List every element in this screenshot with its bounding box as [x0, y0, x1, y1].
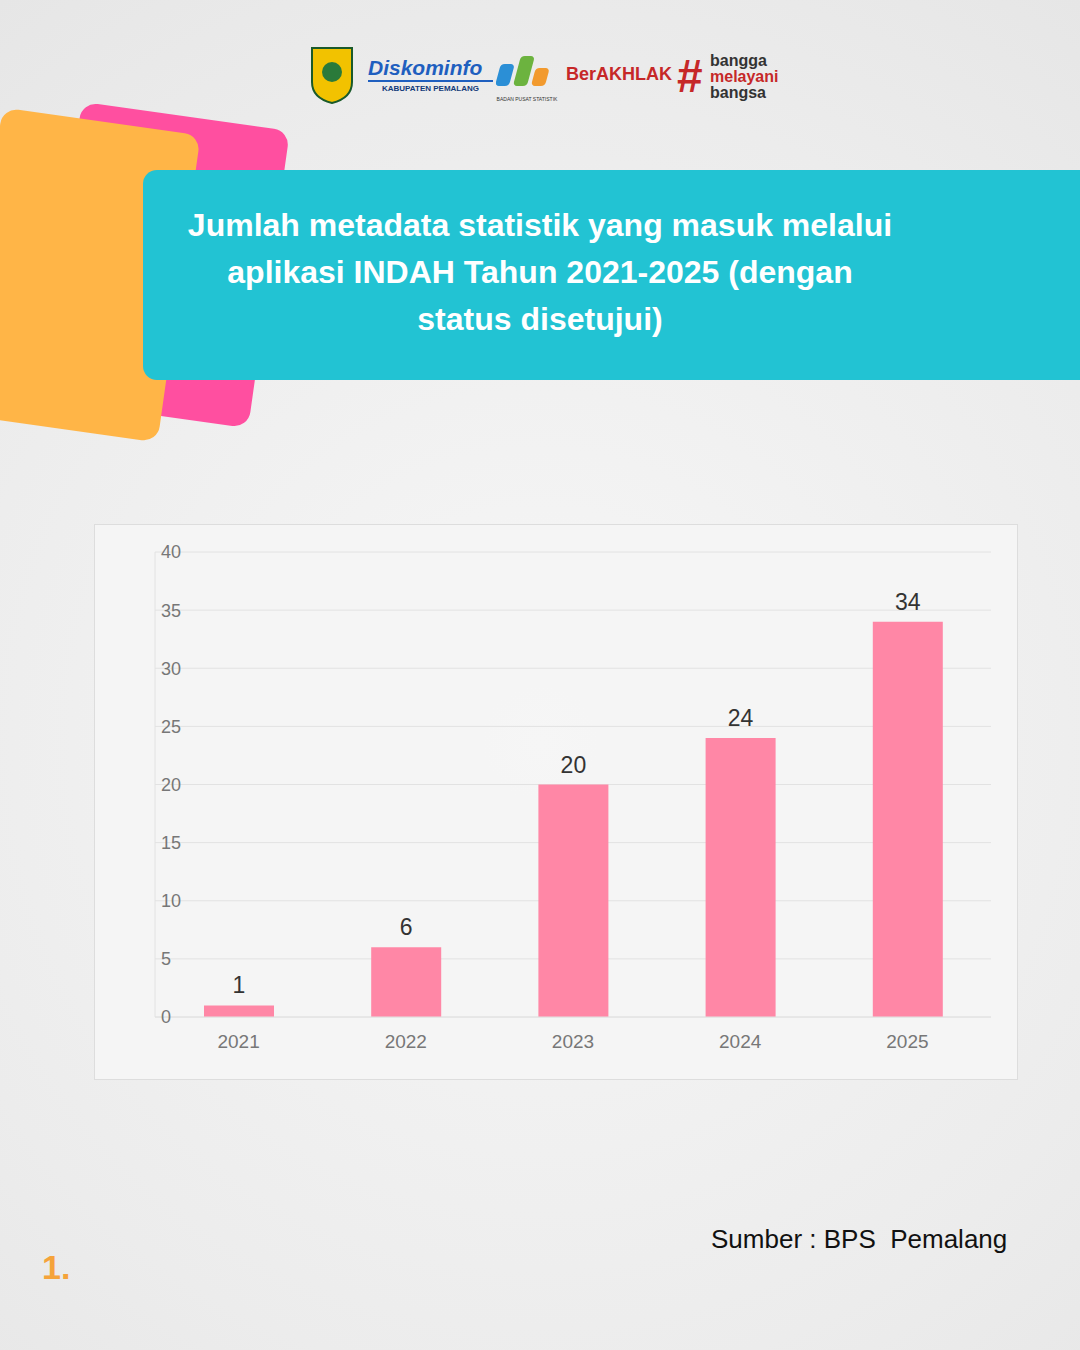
svg-text:35: 35	[161, 601, 181, 621]
html-text:1.: 1.	[42, 1248, 71, 1286]
html-text:bangga: bangga	[710, 52, 767, 69]
html-text:KABUPATEN PEMALANG: KABUPATEN PEMALANG	[382, 84, 479, 93]
html-text:BerAKHLAK: BerAKHLAK	[566, 64, 672, 84]
svg-text:2021: 2021	[217, 1031, 259, 1052]
svg-text:1: 1	[233, 972, 246, 998]
svg-text:15: 15	[161, 833, 181, 853]
html-text:melayani: melayani	[710, 68, 779, 85]
html-text:Diskominfo: Diskominfo	[368, 56, 483, 79]
svg-text:5: 5	[161, 949, 171, 969]
svg-text:25: 25	[161, 717, 181, 737]
svg-text:2025: 2025	[886, 1031, 928, 1052]
svg-text:24: 24	[728, 705, 754, 731]
html-text:Sumber : BPS Pemalang: Sumber : BPS Pemalang	[711, 1224, 1008, 1254]
svg-text:2023: 2023	[552, 1031, 594, 1052]
svg-text:6: 6	[400, 914, 413, 940]
svg-text:20: 20	[161, 775, 181, 795]
html-text:bangsa: bangsa	[710, 84, 766, 101]
html-text:Jumlah metadata statistik yang: Jumlah metadata statistik yang masuk mel…	[187, 207, 893, 337]
html-text:BADAN PUSAT STATISTIK: BADAN PUSAT STATISTIK	[496, 96, 558, 102]
svg-text:20: 20	[561, 752, 587, 778]
svg-text:40: 40	[161, 542, 181, 562]
svg-text:0: 0	[161, 1007, 171, 1027]
svg-text:2022: 2022	[385, 1031, 427, 1052]
svg-text:10: 10	[161, 891, 181, 911]
svg-text:30: 30	[161, 659, 181, 679]
svg-text:34: 34	[895, 589, 921, 615]
svg-text:2024: 2024	[719, 1031, 762, 1052]
